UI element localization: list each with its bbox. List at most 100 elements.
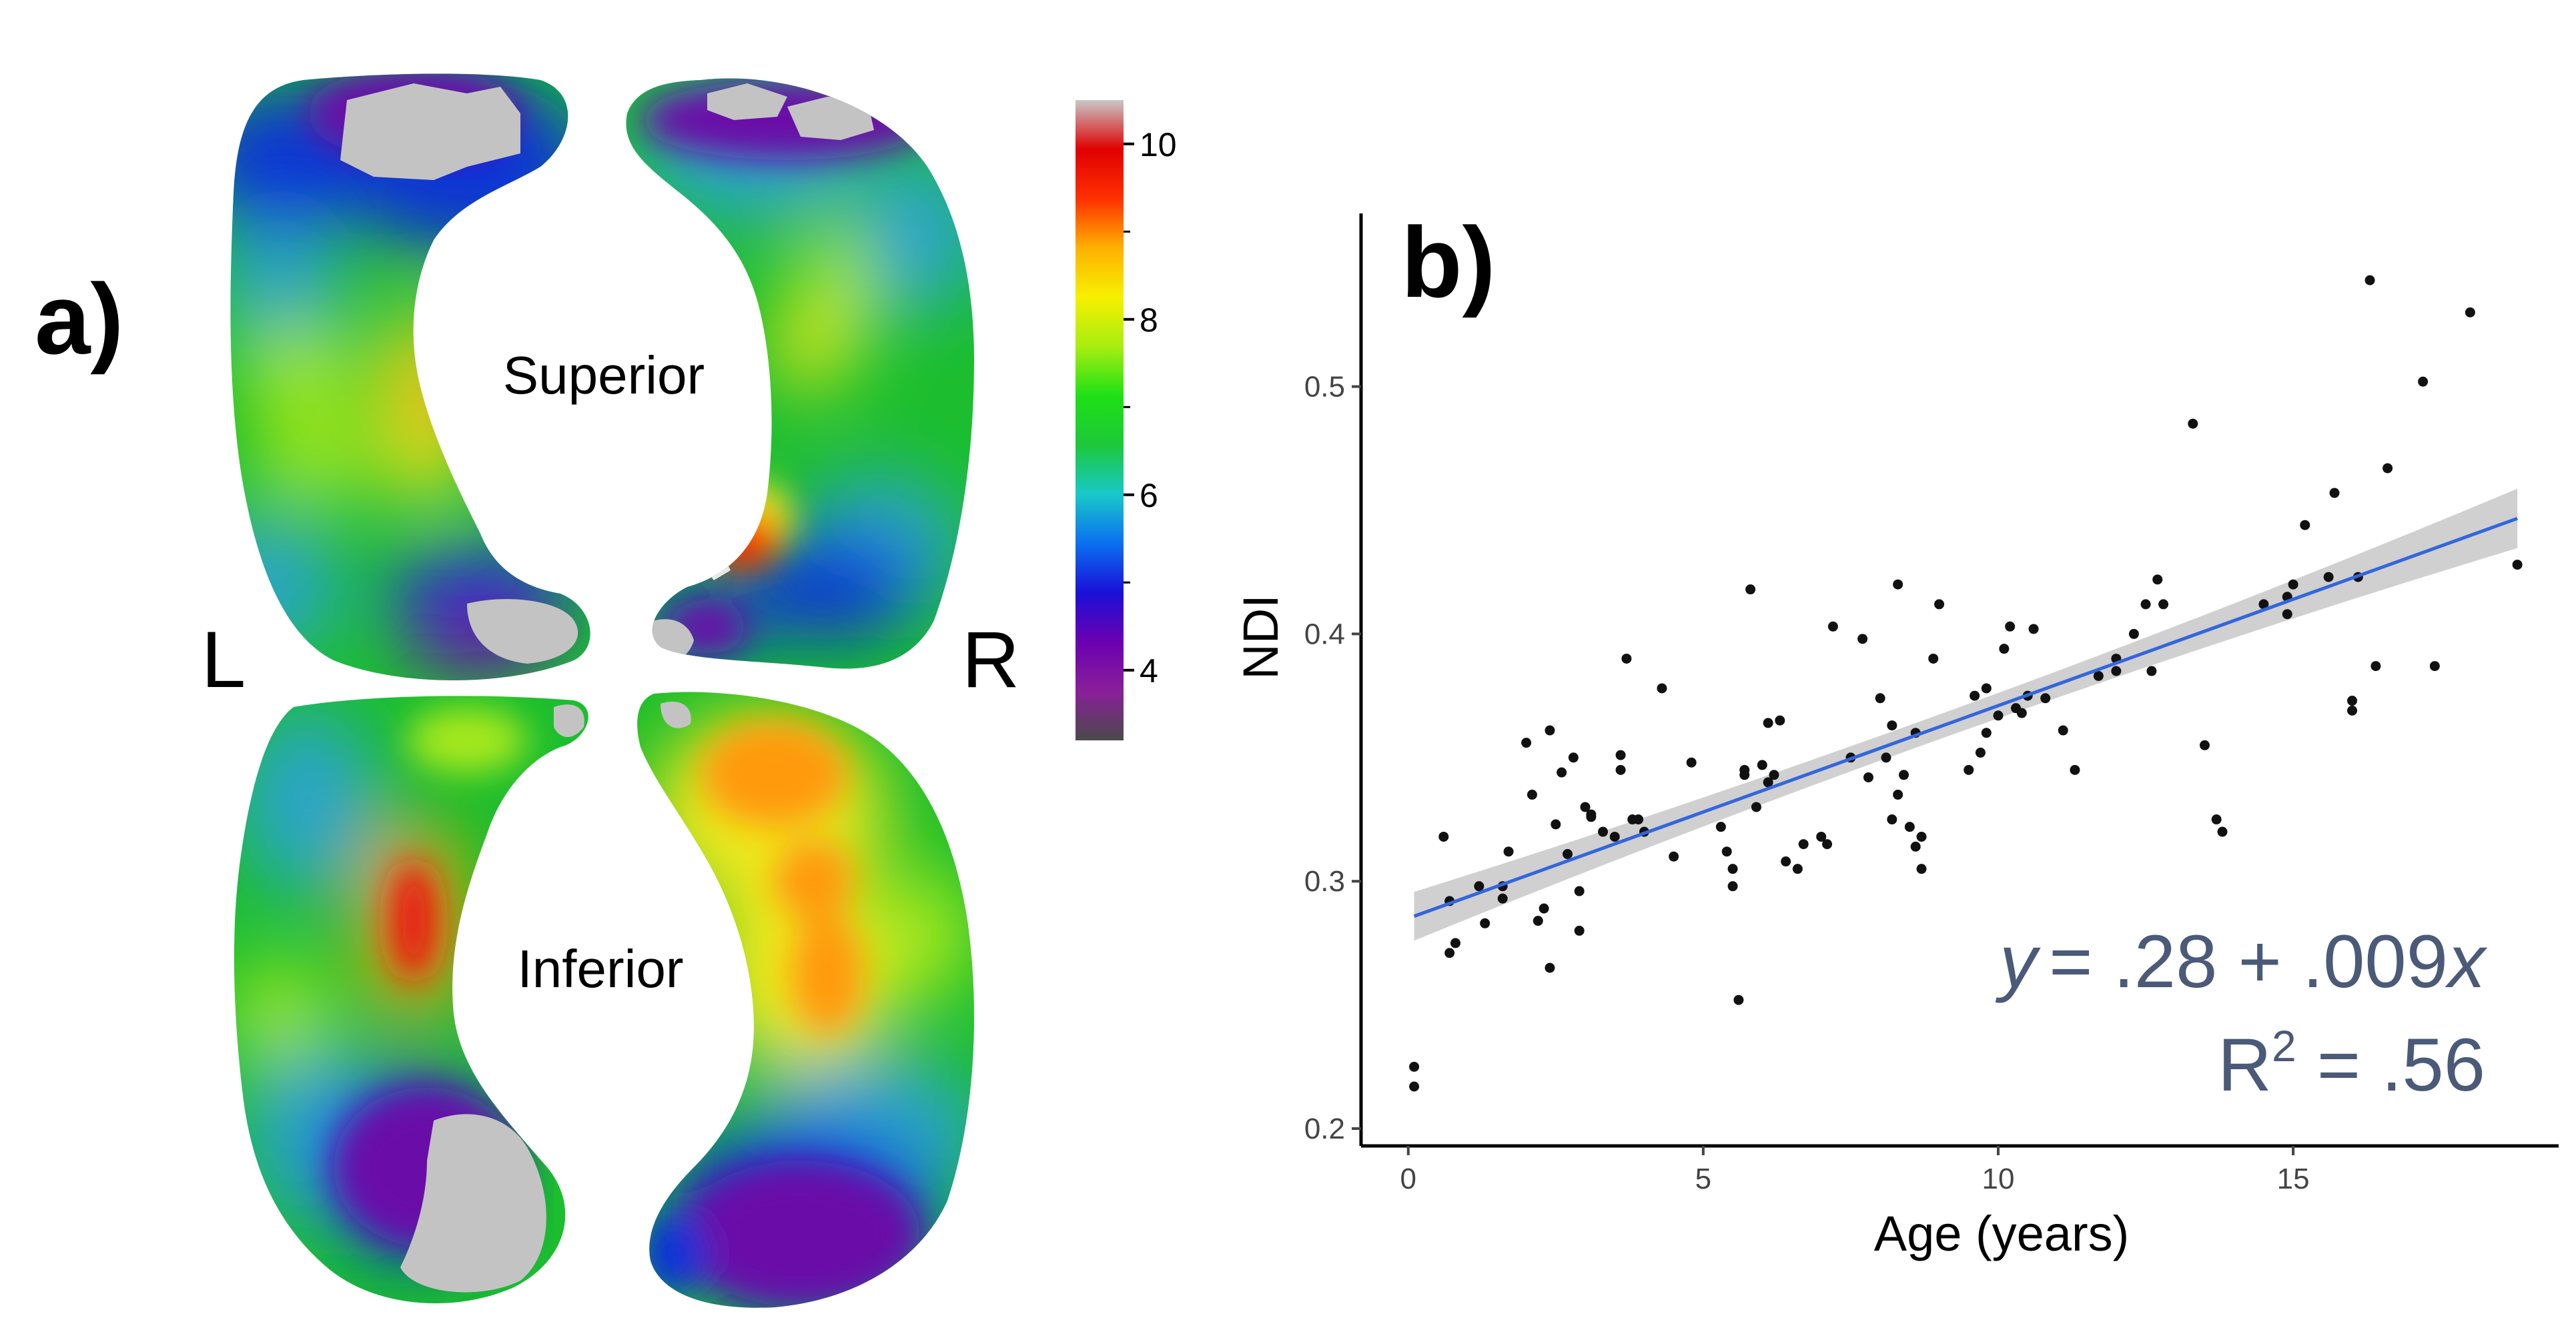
equation-body: = .28 + .009: [2049, 920, 2448, 1003]
data-point: [2300, 520, 2310, 530]
data-point: [1598, 826, 1609, 837]
data-point: [2288, 579, 2298, 590]
data-point: [2418, 376, 2429, 387]
data-point: [1751, 802, 1761, 812]
data-point: [1557, 767, 1567, 778]
left-inferior-surface: [234, 696, 588, 1303]
data-point: [2329, 488, 2340, 498]
equation-y: y: [1995, 920, 2041, 1003]
data-point: [2512, 560, 2523, 570]
left-hemisphere-label: L: [201, 615, 246, 704]
data-point: [2070, 764, 2080, 775]
data-point: [2028, 624, 2039, 634]
data-point: [1715, 822, 1726, 832]
data-point: [1827, 621, 1838, 632]
superior-label: Superior: [503, 346, 705, 405]
data-point: [1633, 814, 1644, 825]
data-point: [1669, 851, 1679, 862]
data-point: [1816, 831, 1827, 842]
data-point: [2093, 670, 2104, 681]
data-point: [1503, 846, 1514, 857]
data-point: [1875, 693, 1885, 704]
data-point: [1450, 938, 1460, 948]
data-point: [2058, 725, 2068, 736]
y-axis-title: NDI: [1233, 594, 1288, 679]
data-point: [2146, 666, 2157, 676]
data-point: [1551, 819, 1561, 830]
regression-annotation: y = .28 + .009x R2 = .56: [1995, 920, 2488, 1107]
data-point: [1934, 599, 1945, 610]
regression-line: [1413, 516, 2518, 918]
data-point: [1562, 848, 1573, 859]
x-axis-ticks: 0 5 10 15: [1400, 1146, 2310, 1195]
data-point: [1887, 720, 1897, 731]
data-point: [1615, 750, 1626, 760]
data-point: [1480, 918, 1490, 928]
data-point: [1727, 864, 1738, 874]
data-point: [1686, 757, 1697, 768]
data-point: [2199, 740, 2210, 750]
inferior-label: Inferior: [518, 939, 684, 998]
data-point: [2040, 693, 2051, 704]
panel-a: a): [35, 73, 1177, 1308]
data-point: [1993, 710, 2004, 721]
right-inferior-surface: [637, 692, 974, 1308]
data-point: [1863, 772, 1873, 782]
data-point: [1916, 831, 1927, 842]
data-point: [1444, 948, 1455, 958]
data-point: [1438, 831, 1449, 842]
colorbar-tick-label: 4: [1140, 652, 1158, 690]
data-point: [1745, 584, 1756, 595]
data-point: [2188, 418, 2198, 429]
data-point: [1621, 653, 1632, 664]
data-point: [1497, 893, 1508, 904]
y-axis-ticks: 0.2 0.3 0.4 0.5: [1304, 371, 1361, 1145]
data-point: [1521, 738, 1532, 748]
right-hemisphere-label: R: [962, 615, 1020, 704]
confidence-band: [1414, 488, 2518, 941]
data-point: [2016, 708, 2027, 718]
data-point: [2158, 599, 2169, 610]
colorbar-ticks: 4 6 8 10: [1124, 126, 1177, 690]
data-point: [1964, 764, 1974, 775]
data-points: [1409, 275, 2523, 1092]
data-point: [1975, 747, 1986, 758]
data-point: [1775, 715, 1785, 726]
data-point: [1615, 764, 1626, 775]
data-point: [1733, 994, 1744, 1005]
data-point: [2128, 628, 2139, 639]
data-point: [1586, 809, 1597, 820]
data-point: [2211, 814, 2222, 825]
y-tick-label: 0.5: [1304, 371, 1345, 404]
data-point: [2347, 696, 2358, 706]
data-point: [1928, 653, 1939, 664]
data-point: [2429, 661, 2440, 672]
data-point: [1409, 1081, 1420, 1092]
data-point: [1792, 864, 1803, 874]
data-point: [2465, 307, 2475, 317]
data-point: [1580, 802, 1591, 812]
data-point: [1409, 1061, 1420, 1072]
regression-equation: y = .28 + .009x: [1995, 920, 2488, 1003]
data-point: [1981, 728, 1992, 738]
data-point: [1545, 725, 1555, 736]
data-point: [1545, 962, 1555, 973]
data-point: [1999, 644, 2010, 654]
data-point: [1769, 770, 1779, 780]
panel-b: b) 0 5 10 15 0.2 0.3 0.4 0.5 Age (years) NDI y…: [1233, 206, 2559, 1261]
data-point: [1527, 789, 1537, 800]
data-point: [1539, 903, 1549, 914]
data-point: [2371, 661, 2381, 672]
data-point: [1757, 760, 1767, 770]
data-point: [1893, 789, 1903, 800]
data-point: [2152, 574, 2163, 585]
data-point: [1574, 886, 1585, 896]
r-squared-value: = .56: [2296, 1023, 2485, 1107]
data-point: [1763, 777, 1773, 788]
data-point: [2140, 599, 2151, 610]
data-point: [1739, 770, 1750, 780]
data-point: [1474, 881, 1484, 892]
data-point: [1781, 856, 1791, 867]
data-point: [1910, 841, 1921, 852]
